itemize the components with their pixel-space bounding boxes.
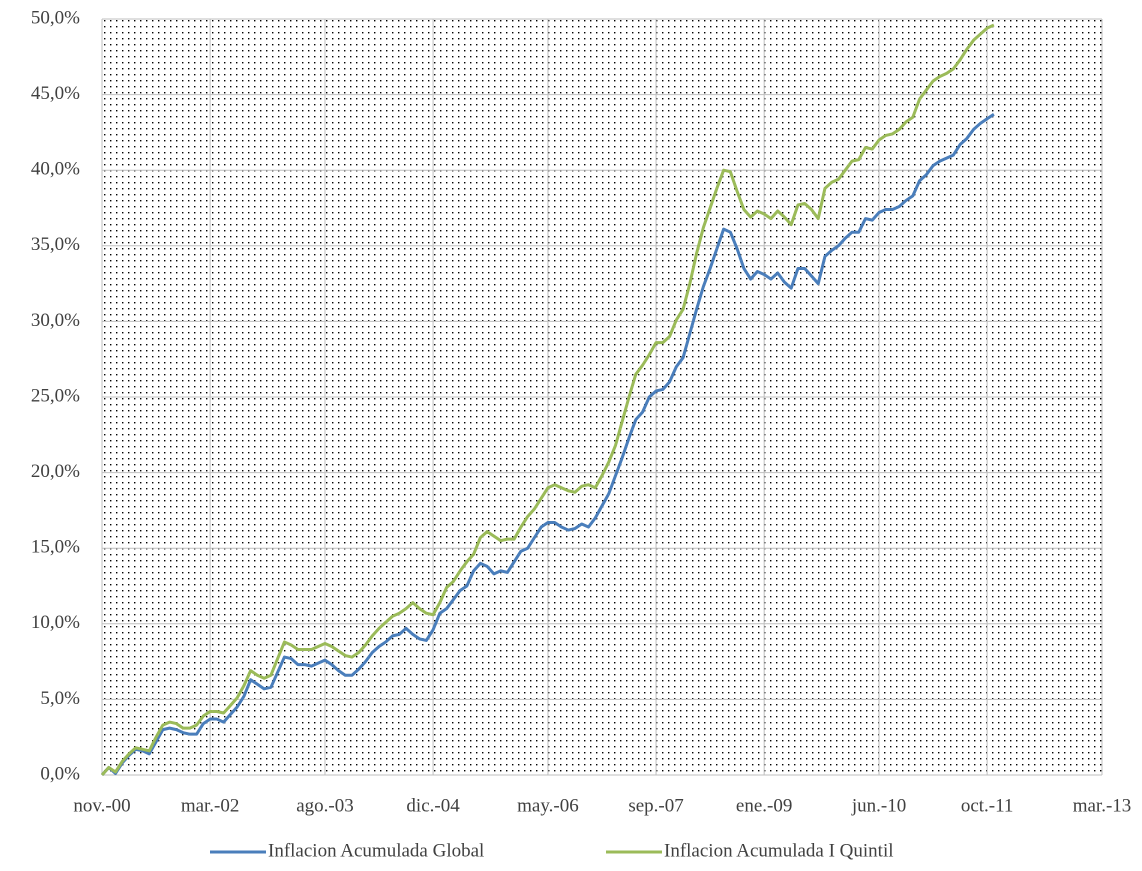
- y-tick-label: 5,0%: [40, 688, 80, 709]
- series-line: [100, 23, 995, 776]
- x-tick-label: ene.-09: [736, 795, 792, 816]
- y-tick-label: 25,0%: [31, 385, 80, 406]
- y-tick-label: 20,0%: [31, 461, 80, 482]
- x-tick-label: sep.-07: [628, 795, 683, 816]
- x-tick-label: dic.-04: [406, 795, 460, 816]
- x-tick-label: oct.-11: [961, 795, 1014, 816]
- y-tick-label: 50,0%: [31, 7, 80, 28]
- x-tick-label: ago.-03: [296, 795, 354, 816]
- legend-label: Inflacion Acumulada I Quintil: [664, 840, 894, 861]
- y-tick-label: 15,0%: [31, 537, 80, 558]
- y-tick-label: 35,0%: [31, 234, 80, 255]
- y-tick-label: 40,0%: [31, 159, 80, 180]
- y-tick-label: 0,0%: [40, 763, 80, 784]
- y-tick-label: 10,0%: [31, 612, 80, 633]
- legend-label: Inflacion Acumulada Global: [268, 840, 484, 861]
- y-tick-label: 30,0%: [31, 310, 80, 331]
- series-line: [100, 113, 995, 776]
- x-tick-label: may.-06: [517, 795, 579, 816]
- x-tick-label: jun.-10: [851, 795, 906, 816]
- x-tick-label: nov.-00: [73, 795, 130, 816]
- x-tick-label: mar.-02: [181, 795, 240, 816]
- y-tick-label: 45,0%: [31, 83, 80, 104]
- x-tick-label: mar.-13: [1073, 795, 1132, 816]
